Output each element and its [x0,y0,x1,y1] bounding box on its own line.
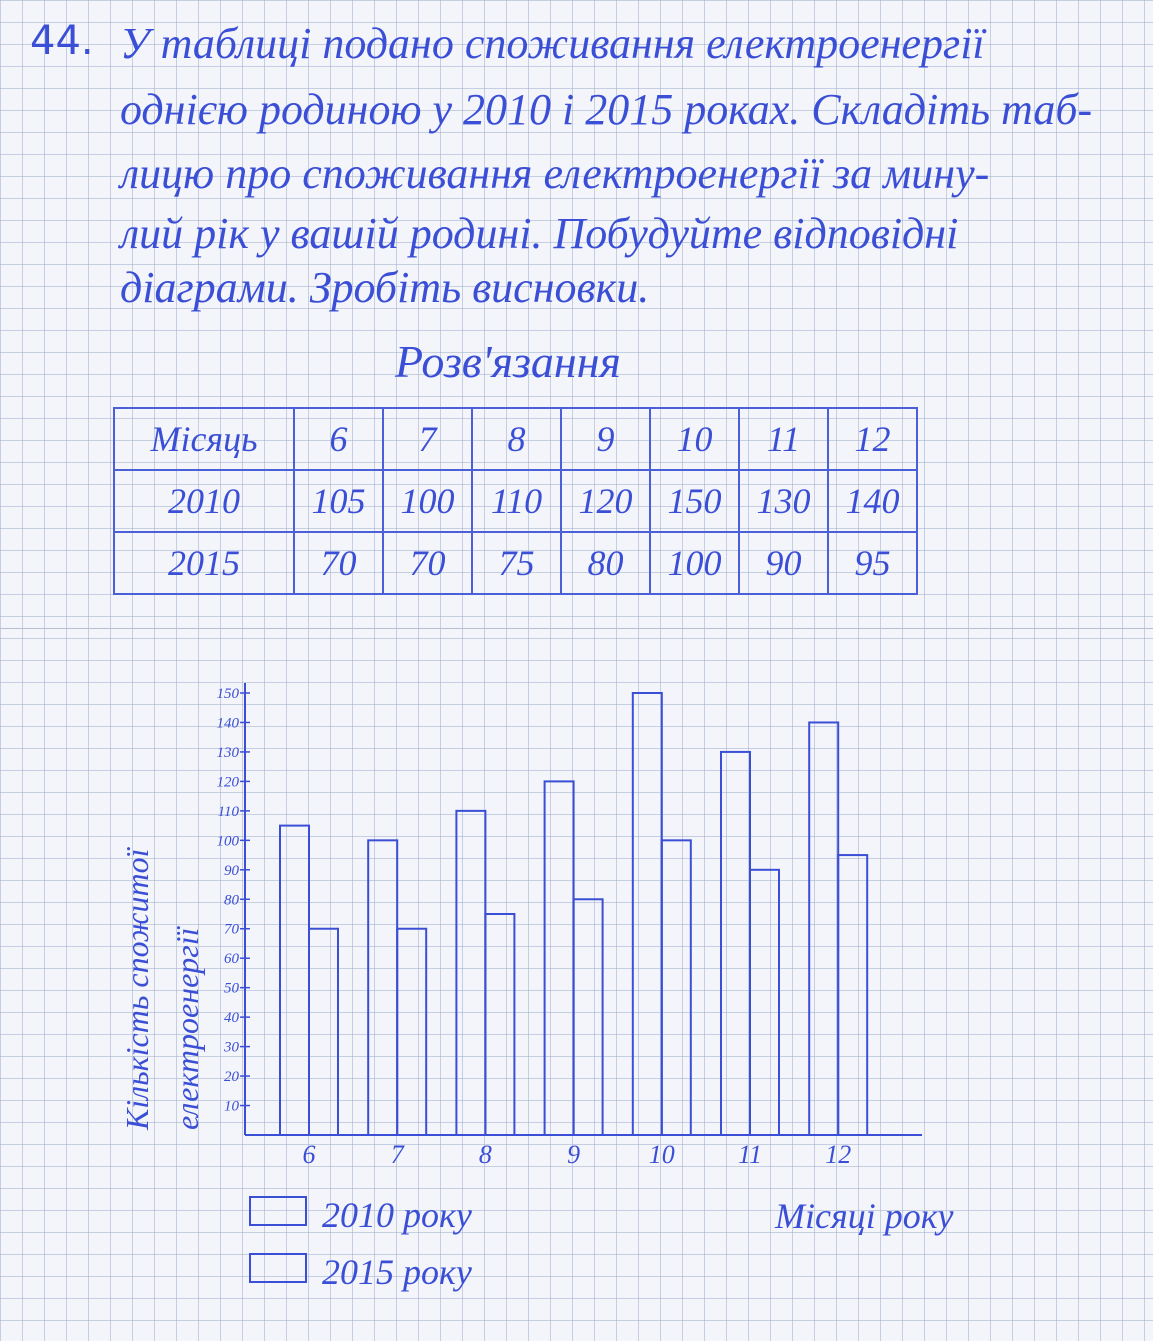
y-tick-label: 100 [217,833,240,849]
table-cell: 6 [293,407,384,471]
legend-label: 2015 року [322,1252,472,1292]
table-cell: 2010 [113,469,295,533]
table-cell: 100 [649,531,740,595]
y-tick-label: 110 [218,804,240,820]
y-axis-label: електроенергії [169,925,205,1130]
table-row: 2015 70 70 75 80 100 90 95 [113,531,918,595]
bar-2015 [572,898,604,1136]
table-row: 2010 105 100 110 120 150 130 140 [113,469,918,533]
y-tick-label: 60 [224,951,240,967]
table-cell: 70 [293,531,384,595]
table-cell: 100 [382,469,473,533]
bar-2015 [749,868,780,1136]
y-tick-label: 50 [224,981,240,997]
problem-line: однією родиною у 2010 і 2015 роках. Скла… [120,85,1093,134]
x-axis-label: Місяці року [774,1196,954,1236]
table-cell: 130 [738,469,829,533]
table-cell: 7 [382,407,473,471]
bar-2015 [484,913,516,1136]
legend-swatch [249,1196,307,1226]
table-cell: 70 [382,531,473,595]
table-cell: 9 [560,407,651,471]
y-tick-label: 120 [217,774,240,790]
table-cell: 2015 [113,531,295,595]
table-cell: 12 [827,407,918,471]
y-tick-label: 150 [217,686,240,702]
bar-2010 [808,721,840,1136]
bar-2010 [720,750,751,1137]
x-tick-label: 12 [825,1140,851,1169]
legend-swatch [249,1253,307,1283]
y-tick-label: 70 [224,922,240,938]
bar-2015 [396,927,428,1136]
y-tick-label: 90 [224,863,240,879]
x-tick-label: 7 [391,1140,405,1169]
bar-2010 [367,839,399,1136]
y-tick-label: 40 [224,1010,240,1026]
y-tick-label: 140 [217,715,240,731]
table-cell: 120 [560,469,651,533]
data-table: Місяць 6 7 8 9 10 11 12 2010 105 100 110… [113,407,918,595]
table-cell: 80 [560,531,651,595]
table-cell: 8 [471,407,562,471]
bar-2010 [631,692,663,1136]
page-fold [0,628,1153,629]
problem-number: 44. [30,18,94,64]
table-cell: 11 [738,407,829,471]
y-tick-label: 80 [224,892,240,908]
solution-title: Розв'язання [395,336,621,387]
x-tick-label: 9 [567,1140,580,1169]
table-cell: 10 [649,407,740,471]
problem-line: лий рік у вашій родині. Побудуйте відпов… [120,209,959,258]
x-tick-label: 11 [738,1140,762,1169]
bar-2015 [660,839,692,1136]
bar-2015 [308,927,339,1136]
x-tick-label: 6 [303,1140,316,1169]
problem-line: діаграми. Зробіть висновки. [120,263,650,312]
bar-2010 [279,824,310,1136]
y-tick-label: 130 [217,745,240,761]
table-cell: 75 [471,531,562,595]
table-cell: 90 [738,531,829,595]
table-cell: 150 [649,469,740,533]
y-axis-label: Кількість спожитої [119,846,155,1131]
problem-line: лицю про споживання електроенергії за ми… [120,149,990,198]
y-tick-label: 10 [224,1099,240,1115]
table-cell: 105 [293,469,384,533]
table-cell: Місяць [113,407,295,471]
table-header-row: Місяць 6 7 8 9 10 11 12 [113,407,918,471]
legend-label: 2010 року [322,1195,472,1235]
x-tick-label: 10 [649,1140,675,1169]
bar-2010 [455,809,487,1136]
table-cell: 140 [827,469,918,533]
y-tick-label: 20 [224,1069,240,1085]
table-cell: 95 [827,531,918,595]
bar-2010 [543,780,575,1137]
y-tick-label: 30 [223,1040,240,1056]
x-tick-label: 8 [479,1140,492,1169]
bar-2015 [837,854,869,1136]
table-cell: 110 [471,469,562,533]
problem-line: У таблиці подано споживання електроенерг… [120,19,985,68]
